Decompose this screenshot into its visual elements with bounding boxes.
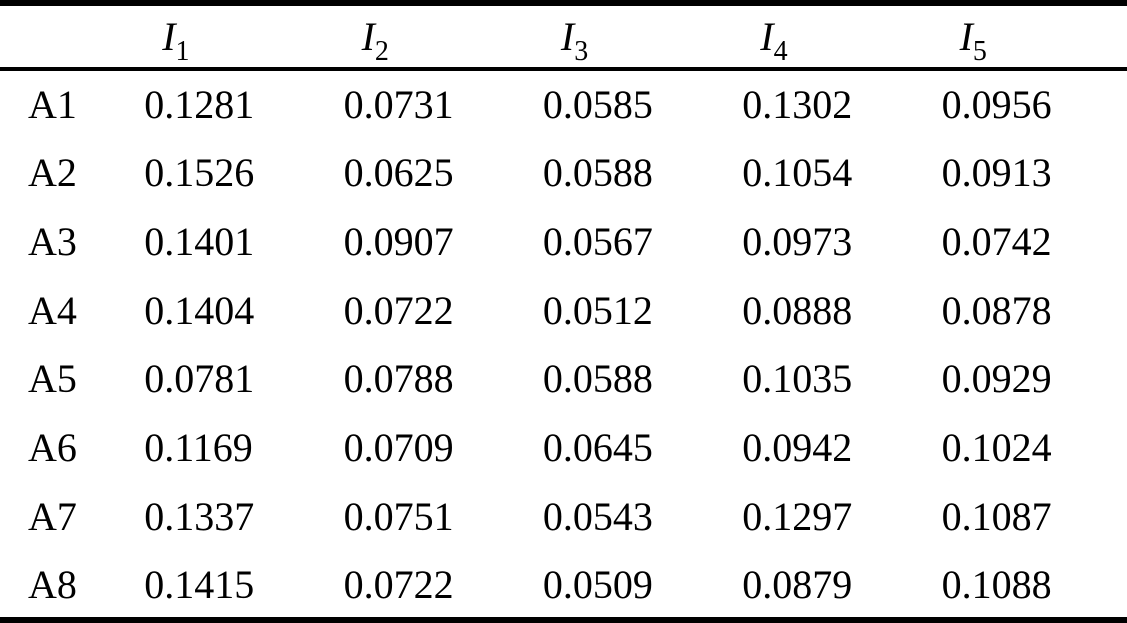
table-row-a6: A6 0.1169 0.0709 0.0645 0.0942 0.1024 [0, 413, 1127, 482]
table-cell: 0.1302 [742, 81, 853, 127]
table-cell: 0.0731 [343, 81, 454, 127]
table-cell: 0.0625 [343, 149, 454, 195]
table-cell: 0.1401 [144, 218, 255, 264]
table-cell: 0.1169 [144, 425, 253, 471]
table-cell: 0.1281 [144, 81, 255, 127]
table-cell: 0.0956 [941, 81, 1052, 127]
row-label: A6 [28, 425, 77, 471]
table-cell: 0.1415 [144, 561, 255, 607]
table-cell: 0.0585 [542, 81, 653, 127]
table-body: A1 0.1281 0.0731 0.0585 0.1302 0.0956 A2 0.1526… [0, 69, 1127, 620]
table-header: I1 I2 I3 I4 I5 [0, 3, 1127, 69]
table-cell: 0.1404 [144, 287, 255, 333]
table-cell: 0.0742 [941, 218, 1052, 264]
table-cell: 0.1054 [742, 149, 853, 195]
row-label: A3 [28, 218, 77, 264]
table-cell: 0.0722 [343, 561, 454, 607]
row-label: A1 [28, 81, 77, 127]
table-cell: 0.0913 [941, 149, 1052, 195]
table-cell: 0.1024 [941, 425, 1052, 471]
table-cell: 0.1088 [941, 561, 1052, 607]
table-cell: 0.0973 [742, 218, 853, 264]
column-header-i1: I1 [162, 14, 190, 67]
table-cell: 0.1087 [941, 494, 1052, 540]
table-cell: 0.1526 [144, 149, 255, 195]
table-row-a2: A2 0.1526 0.0625 0.0588 0.1054 0.0913 [0, 138, 1127, 207]
table-cell: 0.0929 [941, 356, 1052, 402]
table-row-a7: A7 0.1337 0.0751 0.0543 0.1297 0.1087 [0, 482, 1127, 551]
table-row-a4: A4 0.1404 0.0722 0.0512 0.0888 0.0878 [0, 276, 1127, 345]
table-cell: 0.0709 [343, 425, 454, 471]
table-cell: 0.0512 [542, 287, 653, 333]
table-cell: 0.0907 [343, 218, 454, 264]
table-cell: 0.0543 [542, 494, 653, 540]
table-cell: 0.0942 [742, 425, 853, 471]
column-header-i3: I3 [560, 14, 589, 67]
header-row: I1 I2 I3 I4 I5 [0, 3, 1127, 69]
corner-header [0, 3, 130, 69]
row-label: A2 [28, 149, 77, 195]
table-cell: 0.0879 [742, 561, 853, 607]
table-cell: 0.0788 [343, 356, 454, 402]
table-row-a3: A3 0.1401 0.0907 0.0567 0.0973 0.0742 [0, 207, 1127, 276]
column-header-i4: I4 [760, 14, 788, 67]
row-label: A8 [28, 561, 77, 607]
table-row-a1: A1 0.1281 0.0731 0.0585 0.1302 0.0956 [0, 69, 1127, 138]
table-cell: 0.0567 [542, 218, 653, 264]
row-label: A5 [28, 356, 77, 402]
row-label: A7 [28, 494, 77, 540]
table-cell: 0.0781 [144, 356, 255, 402]
table-cell: 0.0878 [941, 287, 1052, 333]
table-cell: 0.1035 [742, 356, 853, 402]
table-cell: 0.0588 [542, 149, 653, 195]
column-header-i2: I2 [361, 14, 389, 67]
table-cell: 0.0645 [542, 425, 653, 471]
table-cell: 0.0888 [742, 287, 853, 333]
table-cell: 0.0751 [343, 494, 454, 540]
table-row-a8: A8 0.1415 0.0722 0.0509 0.0879 0.1088 [0, 551, 1127, 620]
table-cell: 0.1337 [144, 494, 255, 540]
table-cell: 0.0588 [542, 356, 653, 402]
row-label: A4 [28, 287, 77, 333]
table-cell: 0.0722 [343, 287, 454, 333]
table-cell: 0.0509 [542, 561, 653, 607]
column-header-i5: I5 [959, 14, 987, 67]
table-cell: 0.1297 [742, 494, 853, 540]
table-row-a5: A5 0.0781 0.0788 0.0588 0.1035 0.0929 [0, 345, 1127, 414]
